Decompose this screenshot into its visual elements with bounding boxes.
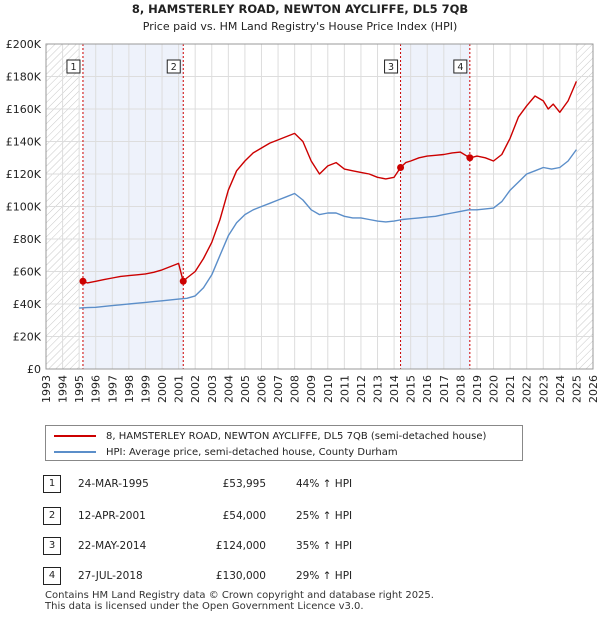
x-tick-label: 2012	[355, 375, 368, 403]
x-tick-label: 1996	[90, 375, 103, 403]
legend: 8, HAMSTERLEY ROAD, NEWTON AYCLIFFE, DL5…	[45, 425, 523, 461]
legend-swatch-property	[54, 435, 96, 437]
series-line-property	[82, 81, 578, 284]
y-tick-label: £20K	[13, 331, 42, 344]
sale-box-2	[166, 59, 181, 74]
x-tick-label: 1994	[57, 375, 70, 403]
price-chart: 8, HAMSTERLEY ROAD, NEWTON AYCLIFFE, DL5…	[6, 2, 600, 403]
sale-point-1	[79, 277, 87, 285]
x-tick-label: 2010	[322, 375, 335, 403]
y-tick-label: £60K	[13, 266, 42, 279]
x-tick-label: 2019	[471, 375, 484, 403]
x-tick-label: 2009	[305, 375, 318, 403]
y-tick-label: £100K	[6, 201, 42, 214]
x-tick-label: 2021	[504, 375, 517, 403]
y-tick-label: £200K	[6, 38, 42, 51]
y-tick-label: £120K	[6, 168, 42, 181]
footer: Contains HM Land Registry data © Crown c…	[45, 590, 434, 612]
table-row: 3 22-MAY-2014 £124,000 35% ↑ HPI	[0, 537, 600, 555]
x-tick-label: 2013	[372, 375, 385, 403]
sale-date: 24-MAR-1995	[78, 478, 149, 490]
x-tick-label: 2020	[488, 375, 501, 403]
legend-label-property: 8, HAMSTERLEY ROAD, NEWTON AYCLIFFE, DL5…	[106, 430, 487, 442]
sale-price: £53,995	[222, 478, 266, 490]
sale-number: 2	[43, 507, 61, 525]
y-tick-label: £0	[27, 363, 41, 376]
sale-point-4	[466, 154, 474, 162]
sale-number: 1	[43, 475, 61, 493]
x-tick-label: 1999	[139, 375, 152, 403]
x-tick-label: 2014	[388, 375, 401, 403]
x-tick-label: 2011	[338, 375, 351, 403]
sale-point-2	[179, 277, 187, 285]
sale-box-4	[453, 59, 468, 74]
sale-hpi: 35% ↑ HPI	[296, 540, 353, 552]
legend-swatch-hpi	[54, 451, 96, 453]
table-row: 2 12-APR-2001 £54,000 25% ↑ HPI	[0, 507, 600, 525]
legend-label-hpi: HPI: Average price, semi-detached house,…	[106, 446, 398, 458]
x-tick-label: 2015	[405, 375, 418, 403]
plot-area-border	[45, 43, 594, 370]
x-tick-label: 2017	[438, 375, 451, 403]
x-tick-label: 2006	[255, 375, 268, 403]
sale-box-label-4: 4	[457, 62, 463, 73]
sale-hpi: 29% ↑ HPI	[296, 570, 353, 582]
x-tick-label: 2003	[206, 375, 219, 403]
sale-number: 4	[43, 567, 61, 585]
footer-license: This data is licensed under the Open Gov…	[45, 601, 364, 612]
y-tick-label: £40K	[13, 298, 42, 311]
sale-hpi: 25% ↑ HPI	[296, 510, 353, 522]
x-tick-label: 2008	[289, 375, 302, 403]
sale-box-1	[66, 59, 81, 74]
y-tick-label: £140K	[6, 136, 42, 149]
sale-hpi: 44% ↑ HPI	[296, 478, 353, 490]
x-tick-label: 2018	[454, 375, 467, 403]
x-tick-label: 2005	[239, 375, 252, 403]
sale-price: £124,000	[215, 540, 266, 552]
sale-box-label-3: 3	[388, 62, 394, 73]
sale-point-3	[397, 164, 405, 171]
x-tick-label: 2004	[222, 375, 235, 403]
x-tick-label: 2001	[173, 375, 186, 403]
table-row: 1 24-MAR-1995 £53,995 44% ↑ HPI	[0, 475, 600, 493]
footer-copyright: Contains HM Land Registry data © Crown c…	[45, 590, 434, 601]
x-tick-label: 2022	[521, 375, 534, 403]
sale-number: 3	[43, 537, 61, 555]
chart-title: 8, HAMSTERLEY ROAD, NEWTON AYCLIFFE, DL5…	[132, 2, 468, 16]
series-line-hpi	[79, 149, 577, 309]
sale-box-3	[384, 59, 399, 74]
table-row: 4 27-JUL-2018 £130,000 29% ↑ HPI	[0, 567, 600, 585]
legend-item-property: 8, HAMSTERLEY ROAD, NEWTON AYCLIFFE, DL5…	[54, 429, 486, 443]
x-tick-label: 2024	[554, 375, 567, 403]
sale-date: 27-JUL-2018	[78, 570, 143, 582]
y-tick-label: £80K	[13, 233, 42, 246]
sale-date: 12-APR-2001	[78, 510, 146, 522]
sale-price: £54,000	[222, 510, 266, 522]
x-tick-label: 2000	[156, 375, 169, 403]
legend-item-hpi: HPI: Average price, semi-detached house,…	[54, 445, 398, 459]
x-tick-label: 2025	[570, 375, 583, 403]
sale-box-label-1: 1	[70, 62, 76, 73]
x-tick-label: 2016	[421, 375, 434, 403]
y-tick-label: £160K	[6, 103, 42, 116]
sale-box-label-2: 2	[171, 62, 177, 73]
chart-subtitle: Price paid vs. HM Land Registry's House …	[143, 20, 458, 33]
sale-date: 22-MAY-2014	[78, 540, 147, 552]
x-tick-label: 2002	[189, 375, 202, 403]
sale-price: £130,000	[215, 570, 266, 582]
x-tick-label: 1997	[106, 375, 119, 403]
x-tick-label: 1998	[123, 375, 136, 403]
y-tick-label: £180K	[6, 71, 42, 84]
x-tick-label: 1995	[73, 375, 86, 403]
x-tick-label: 2007	[272, 375, 285, 403]
x-tick-label: 2023	[537, 375, 550, 403]
x-tick-label: 2026	[587, 375, 600, 403]
x-tick-label: 1993	[40, 375, 53, 403]
